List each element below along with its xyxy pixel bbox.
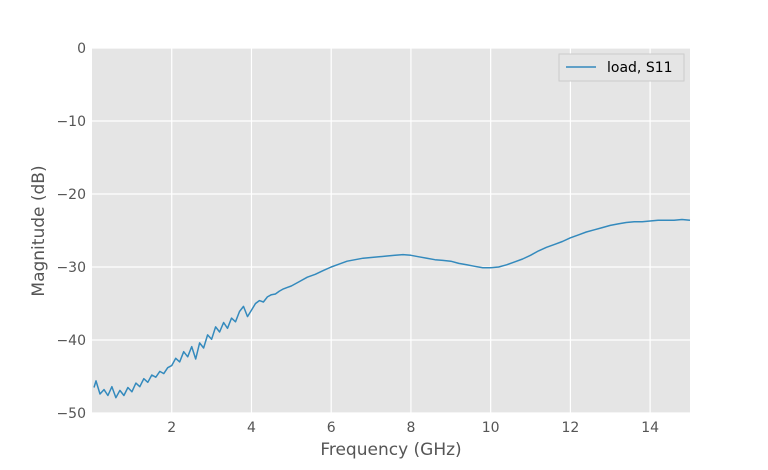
x-tick-label: 14 <box>641 420 659 436</box>
y-tick-label: 0 <box>77 41 86 57</box>
x-tick-label: 12 <box>561 420 579 436</box>
y-tick-label: −30 <box>56 260 86 276</box>
x-tick-label: 10 <box>482 420 500 436</box>
x-tick-label: 4 <box>247 420 256 436</box>
legend: load, S11 <box>558 53 685 82</box>
x-tick-label: 8 <box>406 420 415 436</box>
y-tick-labels: 0 −10 −20 −30 −40 −50 <box>56 41 86 422</box>
grid-lines <box>92 47 690 414</box>
y-axis-label: Magnitude (dB) <box>29 165 49 296</box>
y-tick-label: −10 <box>56 114 86 130</box>
legend-entry-label: load, S11 <box>607 60 673 76</box>
x-tick-labels: 2 4 6 8 10 12 14 <box>167 420 659 436</box>
y-tick-label: −20 <box>56 187 86 203</box>
y-tick-label: −40 <box>56 333 86 349</box>
y-tick-label: −50 <box>56 406 86 422</box>
x-tick-label: 6 <box>327 420 336 436</box>
x-axis-label: Frequency (GHz) <box>320 440 461 460</box>
series-layer <box>93 218 691 399</box>
x-tick-label: 2 <box>167 420 176 436</box>
series-line <box>93 218 691 399</box>
